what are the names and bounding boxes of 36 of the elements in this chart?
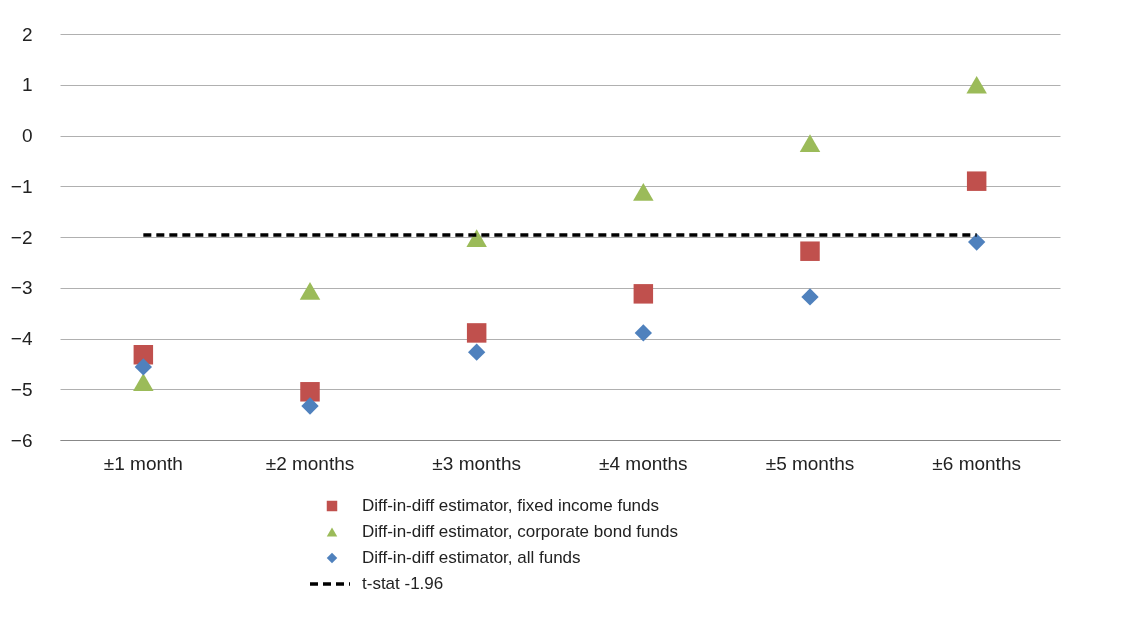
point [966, 75, 987, 94]
point [966, 171, 987, 191]
legend-label: t-stat -1.96 [362, 574, 444, 593]
x-tick-label: ±2 months [265, 452, 355, 474]
point [968, 233, 986, 251]
x-tick-label: ±3 months [432, 452, 521, 474]
legend-label: Diff-in-diff estimator, corporate bond funds [362, 522, 678, 541]
point [800, 241, 820, 261]
point [633, 284, 654, 304]
point [634, 324, 652, 342]
y-tick-label: −4 [10, 328, 33, 349]
point [134, 358, 152, 376]
point [799, 134, 821, 152]
y-tick-label: −1 [10, 175, 33, 197]
x-tick-label: ±1 month [103, 452, 183, 474]
point [300, 382, 320, 402]
y-tick-label: −6 [10, 429, 33, 451]
x-tick-label: ±6 months [932, 452, 1021, 474]
legend-label: Diff-in-diff estimator, fixed income funds [362, 496, 660, 515]
x-tick-label: ±4 months [599, 452, 688, 474]
y-tick-label: −5 [10, 378, 33, 400]
point [633, 182, 654, 201]
y-tick-label: −2 [10, 226, 33, 248]
y-tick-label: 1 [21, 74, 33, 96]
point [299, 281, 321, 300]
y-tick-label: −3 [10, 277, 33, 299]
point [468, 343, 486, 361]
point [466, 323, 487, 343]
point [133, 373, 154, 392]
point [301, 397, 319, 415]
y-tick-label: 0 [21, 125, 33, 146]
x-tick-label: ±5 months [765, 452, 855, 474]
point [466, 229, 487, 247]
y-tick-label: 2 [21, 23, 33, 45]
legend-label: Diff-in-diff estimator, all funds [362, 548, 581, 567]
point [801, 288, 819, 306]
